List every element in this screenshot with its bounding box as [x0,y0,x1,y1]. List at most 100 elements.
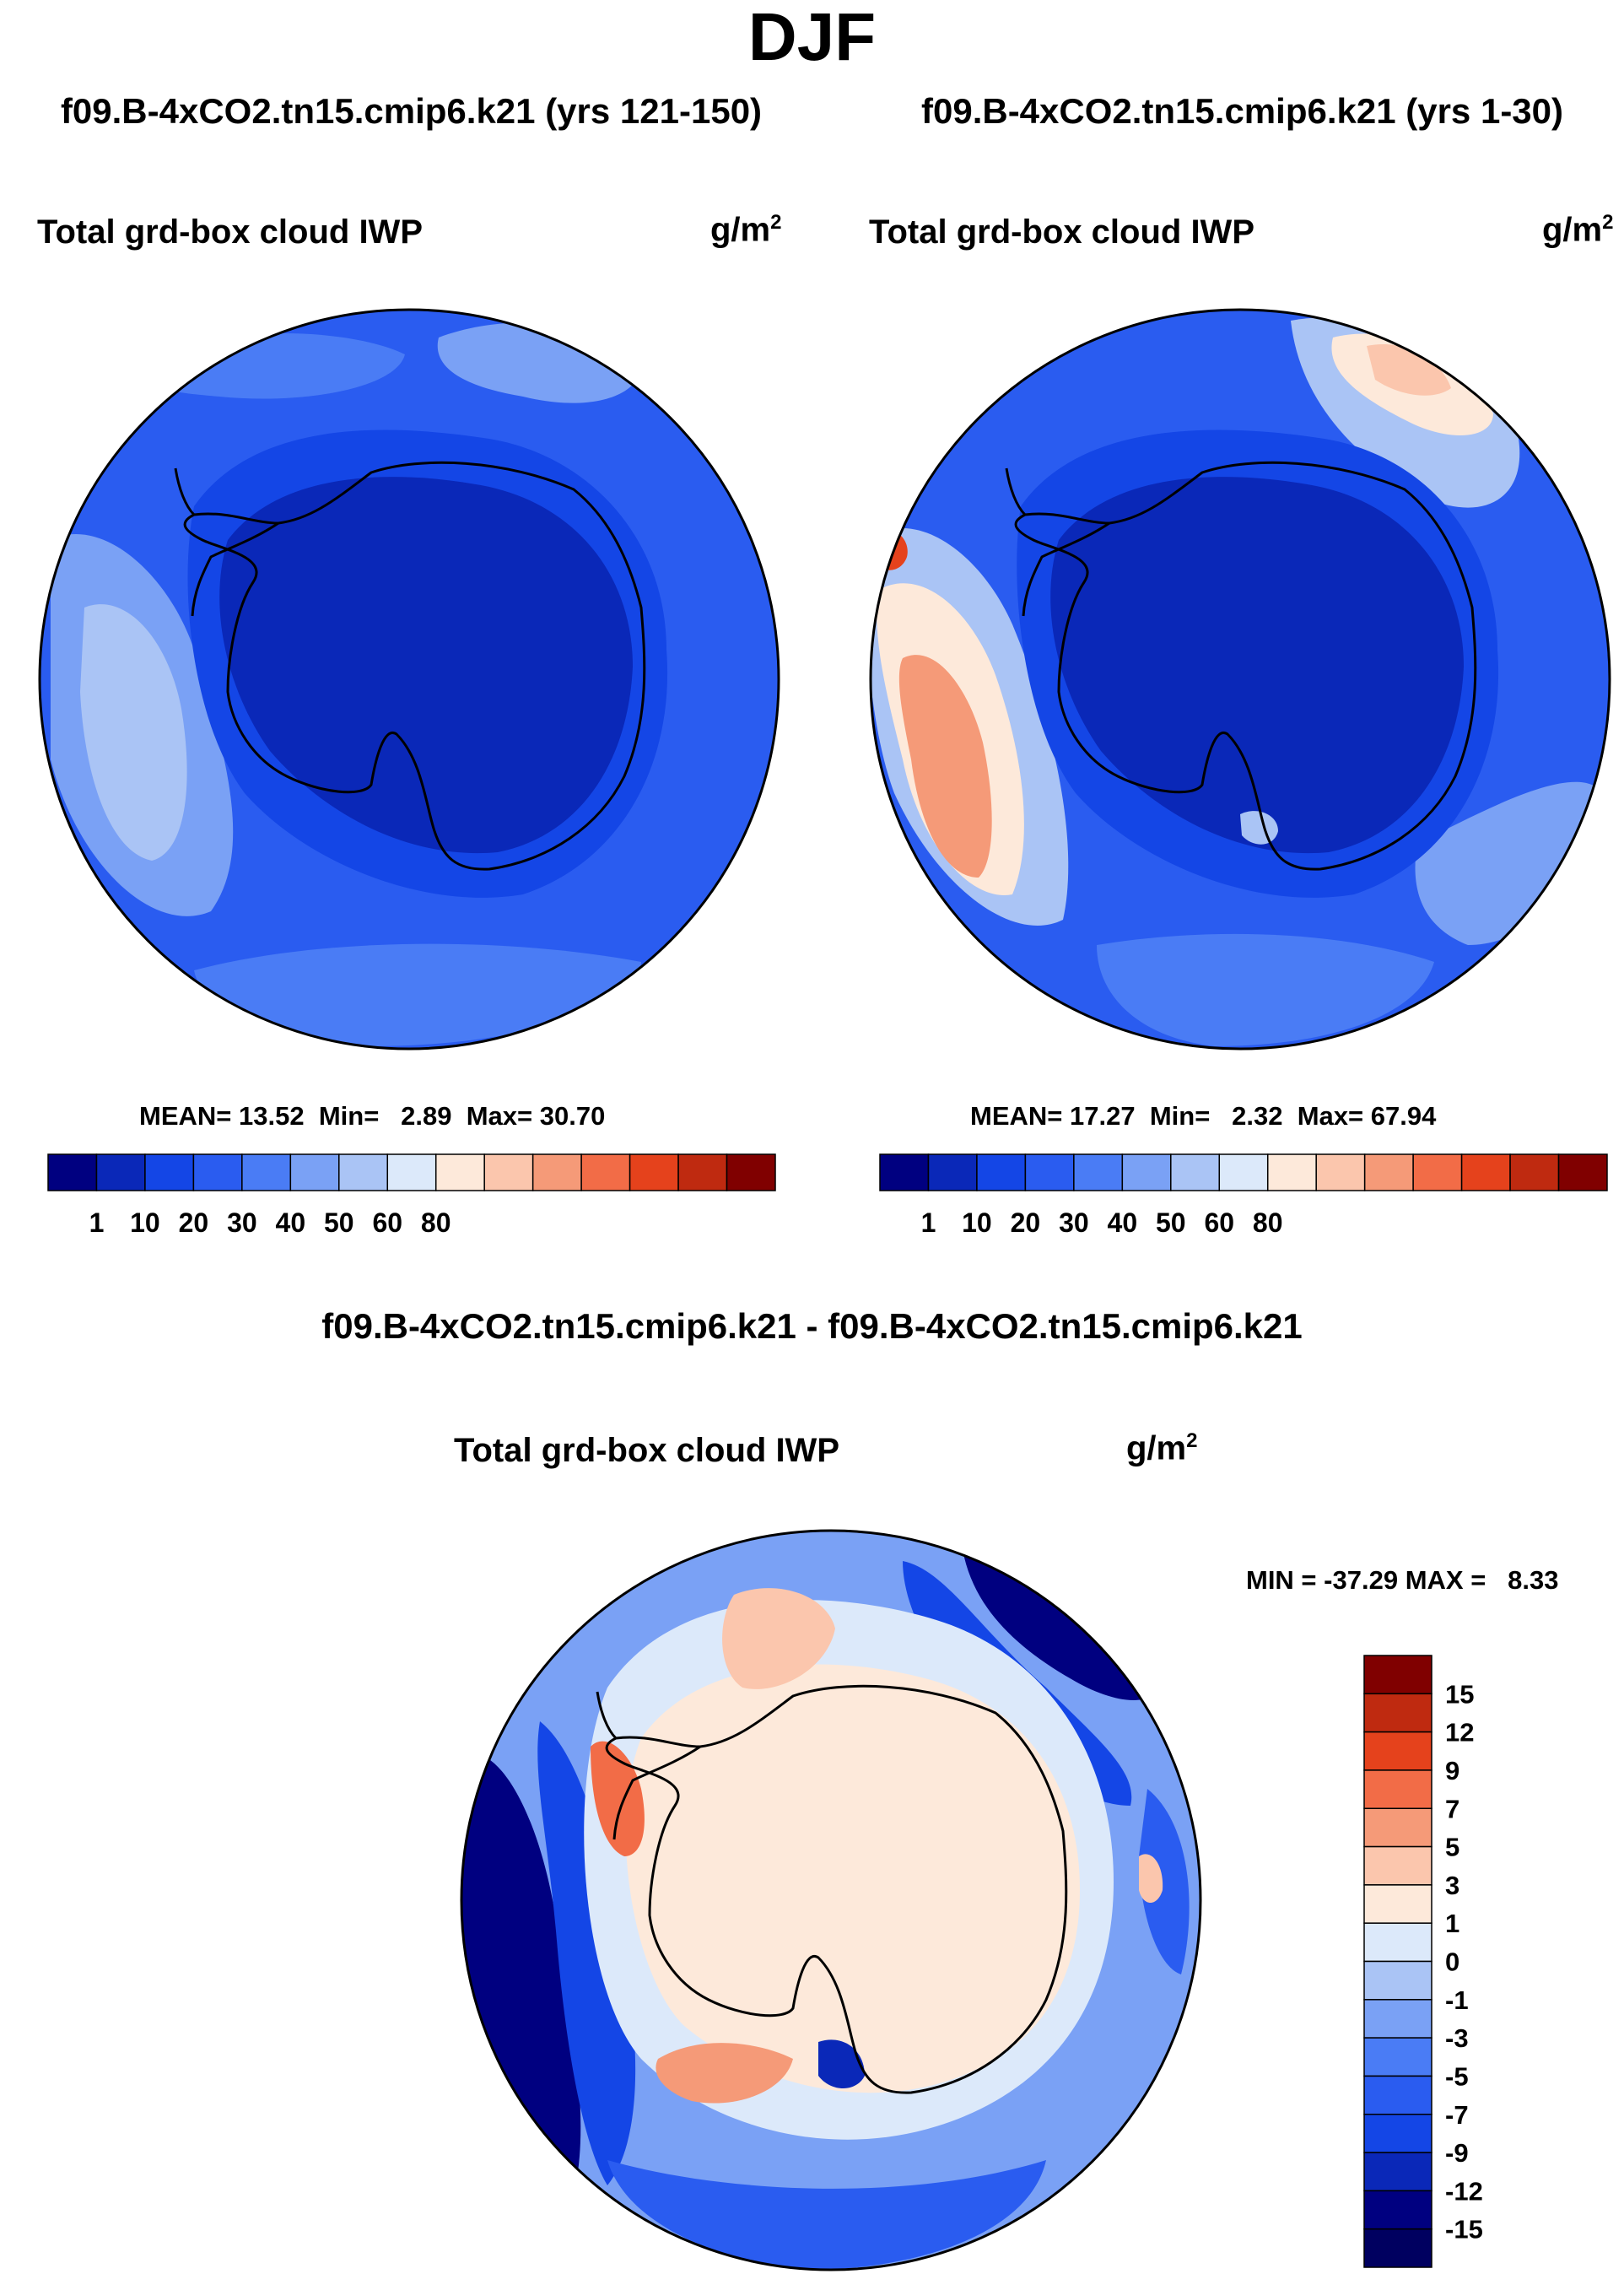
map-top-right [869,308,1611,1051]
indian-core [1367,344,1451,396]
panel-top-right-stats: MEAN= 17.27 Min= 2.32 Max= 67.94 [970,1101,1436,1132]
colorbar-tick-label: 0 [1445,1947,1459,1977]
colorbar-swatch [1363,2037,1432,2077]
panel-top-left-case-title: f09.B-4xCO2.tn15.cmip6.k21 (yrs 121-150) [60,91,763,131]
colorbar-swatch [1363,1999,1432,2039]
min-value: 2.32 [1232,1101,1283,1131]
ross-positive [656,2043,793,2104]
peninsula-coast [596,1691,701,1840]
max-label: MAX = [1405,1565,1486,1595]
colorbar-tick-label: 50 [324,1207,354,1238]
colorbar-tick-label: 7 [1445,1794,1459,1823]
colorbar-swatch [531,1153,582,1191]
map-border [460,1529,1202,2271]
colorbar-swatch [1363,1960,1432,2001]
mean-value: 13.52 [239,1101,305,1131]
colorbar-swatch [1073,1153,1124,1191]
colorbar-swatch [677,1153,728,1191]
peninsula-coast [174,467,279,617]
map-top-left [38,308,780,1051]
panel-bottom-case-title: f09.B-4xCO2.tn15.cmip6.k21 - f09.B-4xCO2… [321,1306,1303,1346]
colorbar-swatch [1363,1922,1432,1963]
colorbar-swatch [386,1153,437,1191]
panel-top-left-units: g/m2 [710,211,781,249]
colorbar-tick-label: -5 [1445,2061,1469,2091]
max-value: 30.70 [539,1101,606,1131]
colorbar-swatch [289,1153,340,1191]
colorbar-swatch [1170,1153,1221,1191]
min-value: -37.29 [1324,1565,1399,1595]
colorbar-tick-label: 10 [130,1207,160,1238]
colorbar-tick-label: 1 [89,1207,105,1238]
units-base: g/m [1542,211,1603,249]
colorbar-swatch [1024,1153,1075,1191]
map-bottom [460,1529,1202,2271]
units-base: g/m [1126,1429,1187,1467]
colorbar-top-left: 1 10 20 30 40 50 60 80 [47,1153,776,1238]
min-label: Min= [1149,1101,1211,1131]
colorbar-tick-label: -7 [1445,2100,1469,2130]
antarctica-interior [219,477,633,854]
units-exponent: 2 [1602,211,1614,234]
colorbar-swatch [483,1153,534,1191]
colorbar-tick-label: 1 [1445,1909,1459,1938]
panel-bottom-minmax: MIN = -37.29 MAX = 8.33 [1246,1565,1559,1596]
interior-positive [625,1664,1080,2093]
antarctica-interior [1050,477,1464,854]
units-exponent: 2 [770,211,782,234]
colorbar-tick-label: 20 [179,1207,209,1238]
max-value: 67.94 [1370,1101,1437,1131]
colorbar-tick-label: 60 [372,1207,402,1238]
colorbar-swatch [726,1153,776,1191]
units-base: g/m [710,211,771,249]
colorbar-tick-label: -15 [1445,2215,1483,2244]
colorbar-tick-label: 3 [1445,1871,1459,1900]
south-band [607,2160,1046,2270]
colorbar-swatch [47,1153,98,1191]
colorbar-tick-label: 40 [1108,1207,1138,1238]
colorbar-swatch [192,1153,243,1191]
colorbar-swatch [1557,1153,1608,1191]
peninsula-positive [591,1741,645,1856]
colorbar-swatch [580,1153,631,1191]
panel-top-right-units: g/m2 [1542,211,1613,249]
colorbar-tick-label: 80 [1253,1207,1283,1238]
colorbar-swatch [95,1153,146,1191]
panel-bottom-variable: Total grd-box cloud IWP [454,1432,839,1469]
panel-top-left-variable: Total grd-box cloud IWP [37,213,423,251]
colorbar-swatch [144,1153,195,1191]
colorbar-tick-label: 12 [1445,1718,1474,1747]
min-label: MIN = [1246,1565,1317,1595]
colorbar-top-right: 1 10 20 30 40 50 60 80 [879,1153,1608,1238]
colorbar-bottom: 15 12 9 7 5 3 1 0 -1 -3 -5 -7 -9 -12 -15 [1363,1655,1483,2268]
peninsula-coast [1005,467,1110,617]
max-label: Max= [466,1101,533,1131]
colorbar-tick-label: 40 [276,1207,306,1238]
colorbar-swatch [629,1153,679,1191]
colorbar-swatch [1363,1731,1432,1771]
antarctica-coastline [605,1684,1068,2094]
colorbar-swatch [1460,1153,1511,1191]
colorbar-swatch [1363,2228,1432,2268]
colorbar-tick-label: 50 [1156,1207,1186,1238]
colorbar-tick-label: 10 [962,1207,992,1238]
panel-top-right-case-title: f09.B-4xCO2.tn15.cmip6.k21 (yrs 1-30) [920,91,1564,131]
colorbar-tick-label: 30 [227,1207,257,1238]
panel-top-left-stats: MEAN= 13.52 Min= 2.89 Max= 30.70 [139,1101,605,1132]
colorbar-tick-label: -12 [1445,2176,1483,2206]
colorbar-swatch [1363,1884,1432,1924]
colorbar-swatch [1266,1153,1317,1191]
colorbar-swatch [879,1153,930,1191]
mean-label: MEAN= [970,1101,1063,1131]
map-border [869,308,1611,1051]
map-border [38,308,780,1051]
east-positive [1139,1854,1163,1903]
colorbar-tick-label: 9 [1445,1756,1459,1785]
colorbar-tick-label: -3 [1445,2023,1469,2053]
east-band [1139,1789,1190,1974]
units-exponent: 2 [1186,1429,1198,1452]
ross-negative [818,2039,865,2088]
pacific-core [898,655,992,878]
colorbar-swatch [434,1153,485,1191]
colorbar-swatch [1363,1807,1432,1848]
